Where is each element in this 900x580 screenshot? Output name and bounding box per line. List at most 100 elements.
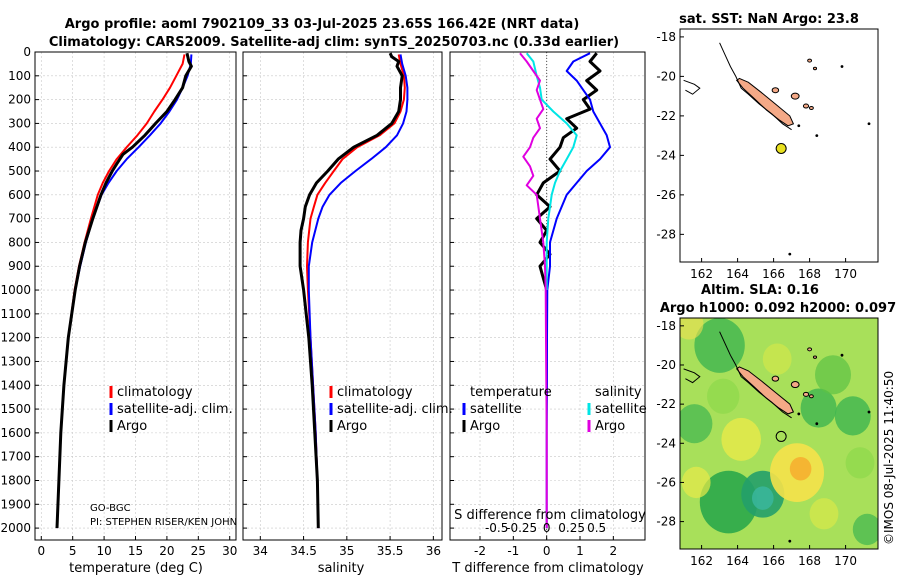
map-x-tick-label: 166 xyxy=(762,267,785,281)
y-tick-label: 600 xyxy=(8,188,31,202)
y-tick-label: 900 xyxy=(8,259,31,273)
map-x-tick-label: 168 xyxy=(798,554,821,568)
sla-blob xyxy=(752,486,774,510)
map-y-tick-label: -18 xyxy=(656,319,676,333)
map-y-tick-label: -24 xyxy=(656,148,676,162)
map-x-tick-label: 170 xyxy=(834,267,857,281)
map-y-tick-label: -26 xyxy=(656,188,676,202)
map-x-tick-label: 162 xyxy=(690,554,713,568)
sla-blob xyxy=(680,404,713,444)
sla-blob xyxy=(834,396,871,436)
temperature-axis-label: temperature (deg C) xyxy=(69,561,203,576)
map-y-tick-label: -22 xyxy=(656,109,676,123)
series-line-s-argo xyxy=(519,52,548,529)
x-tick-label: 10 xyxy=(96,544,111,558)
sst-map-panel: 162 164 166 168 170 -18 -20 -22 -24 -26 -28 xyxy=(656,28,879,281)
legend-salinity: salinity xyxy=(595,385,642,400)
y-tick-label: 1800 xyxy=(0,473,31,487)
reef-outline xyxy=(719,42,792,131)
y-tick-label: 1000 xyxy=(0,283,31,297)
sla-map-title-2: Argo h1000: 0.092 h2000: 0.097 xyxy=(660,301,896,316)
loyalty-island xyxy=(771,375,780,382)
sst-map-title: sat. SST: NaN Argo: 23.8 xyxy=(679,12,859,27)
loyalty-island xyxy=(808,394,814,399)
sla-map-title-1: Altim. SLA: 0.16 xyxy=(701,283,819,298)
x-tick-label: 35 xyxy=(339,544,354,558)
temperature-legend: climatology satellite-adj. clim. Argo xyxy=(109,385,233,434)
legend-argo: Argo xyxy=(117,419,147,434)
y-tick-label: 300 xyxy=(8,116,31,130)
t-diff-axis-label: T difference from climatology xyxy=(451,561,644,576)
map-y-tick-label: -28 xyxy=(656,227,676,241)
legend-s-satellite: satellite xyxy=(595,402,647,417)
sla-field xyxy=(680,318,878,549)
x-tick-label: 2 xyxy=(610,544,618,558)
s-diff-axis-label: S difference from climatology xyxy=(454,508,646,523)
chesterfield-reef xyxy=(683,368,701,384)
loyalty-island xyxy=(771,87,780,94)
sla-blob xyxy=(845,447,875,479)
y-tick-label: 2000 xyxy=(0,521,31,535)
map-y-tick-label: -24 xyxy=(656,436,676,450)
x-tick-label: 0 xyxy=(543,544,551,558)
map-y-tick-label: -22 xyxy=(656,397,676,411)
sla-blob xyxy=(707,378,740,414)
legend-climatology: climatology xyxy=(117,385,193,400)
y-tick-label: 1600 xyxy=(0,426,31,440)
y-tick-label: 200 xyxy=(8,93,31,107)
sla-blob xyxy=(681,466,711,499)
y-tick-label: 1400 xyxy=(0,378,31,392)
loyalty-island xyxy=(812,66,818,71)
salinity-legend: climatology satellite-adj. clim. Argo xyxy=(329,385,453,434)
loyalty-island xyxy=(802,103,810,109)
small-island xyxy=(788,252,792,256)
sla-blob xyxy=(789,456,812,481)
x-tick-label: -2 xyxy=(474,544,486,558)
map-x-tick-label: 168 xyxy=(798,267,821,281)
sla-blob xyxy=(815,355,851,395)
x-tick-label: 34.5 xyxy=(290,544,317,558)
map-x-tick-label: 164 xyxy=(726,267,749,281)
reef-outline xyxy=(719,331,792,419)
y-tick-label: 0 xyxy=(23,45,31,59)
x-tick-label: -1 xyxy=(507,544,519,558)
legend-t-satellite: satellite xyxy=(470,402,522,417)
x-tick-label: 35.5 xyxy=(377,544,404,558)
axes-frame xyxy=(242,51,443,541)
top-x-tick-label: -0.5 xyxy=(485,521,508,535)
y-tick-label: 700 xyxy=(8,212,31,226)
small-island xyxy=(815,422,819,426)
sla-blob xyxy=(762,343,792,375)
top-x-tick-label: -0.25 xyxy=(506,521,537,535)
loyalty-island xyxy=(812,355,818,359)
pi-label: PI: STEPHEN RISER/KEN JOHN xyxy=(90,517,237,528)
legend-satellite-adj: satellite-adj. clim. xyxy=(337,402,453,417)
map-x-tick-label: 170 xyxy=(834,554,857,568)
sla-blob xyxy=(800,388,837,428)
loyalty-island xyxy=(802,391,810,397)
chesterfield-reef xyxy=(683,79,701,95)
legend-satellite-adj: satellite-adj. clim. xyxy=(117,402,233,417)
loyalty-island xyxy=(807,347,813,352)
map-y-tick-label: -20 xyxy=(656,69,676,83)
difference-panel: -2 -1 0 1 2 -0.5-0.25 0 0.25 0.5 xyxy=(449,51,646,558)
x-tick-label: 1 xyxy=(576,544,584,558)
y-tick-label: 1900 xyxy=(0,497,31,511)
small-island xyxy=(797,412,801,416)
sla-blob xyxy=(852,513,878,546)
side-stamp: ©IMOS 08-Jul-2025 11:40:50 xyxy=(882,371,896,545)
legend-temperature: temperature xyxy=(470,385,552,400)
series-line-argo xyxy=(298,52,404,529)
temperature-panel: 0 5 10 15 20 25 300100200300400500600700800900… xyxy=(0,45,237,558)
figure-title-line1: Argo profile: aoml 7902109_33 03-Jul-202… xyxy=(65,17,580,32)
x-tick-label: 0 xyxy=(37,544,45,558)
map-y-tick-label: -18 xyxy=(656,30,676,44)
top-x-tick-label: 0 xyxy=(543,521,551,535)
map-x-tick-label: 166 xyxy=(762,554,785,568)
salinity-axis-label: salinity xyxy=(318,561,365,576)
x-tick-label: 5 xyxy=(69,544,77,558)
sla-blob xyxy=(680,318,704,340)
legend-climatology: climatology xyxy=(337,385,413,400)
series-line-s-satellite xyxy=(525,52,578,290)
